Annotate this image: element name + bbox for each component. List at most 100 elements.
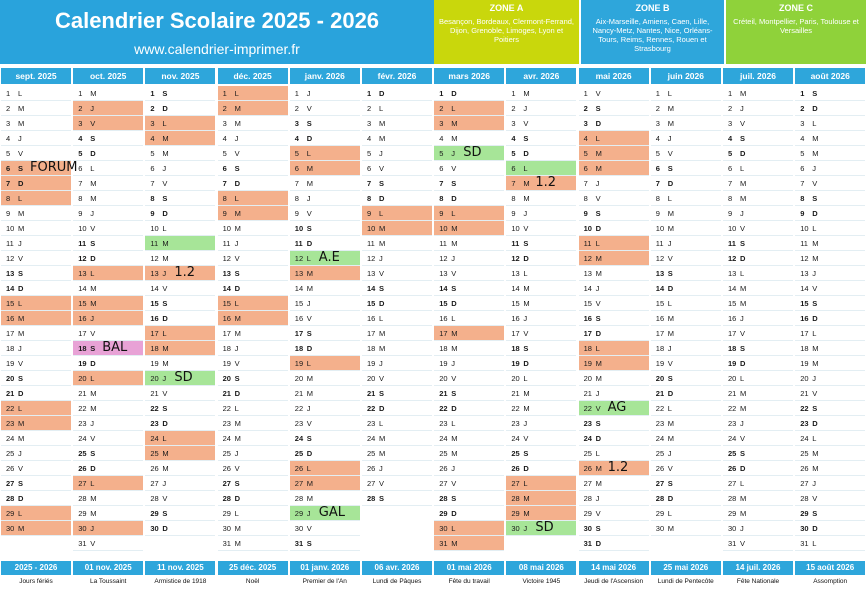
day-cell[interactable]: 27 M	[578, 476, 649, 491]
day-cell[interactable]: 26 M	[578, 461, 649, 476]
day-cell[interactable]: 11 S	[723, 236, 793, 251]
day-cell[interactable]: 17 M	[217, 326, 288, 341]
day-cell[interactable]: 21 M	[506, 386, 577, 401]
day-cell[interactable]: 19 M	[578, 356, 649, 371]
day-cell[interactable]: 14 M	[723, 281, 793, 296]
day-cell[interactable]: 26 M	[145, 461, 216, 476]
day-cell[interactable]: 15 V	[578, 296, 649, 311]
day-cell[interactable]: 19 M	[795, 356, 866, 371]
day-cell[interactable]: 11 M	[434, 236, 505, 251]
day-cell[interactable]: 23 J	[723, 416, 793, 431]
site-url[interactable]: www.calendrier-imprimer.fr	[134, 41, 300, 57]
day-cell[interactable]: 13 J	[145, 266, 216, 281]
day-cell[interactable]: 19 J	[362, 356, 432, 371]
day-cell[interactable]: 19 D	[73, 356, 144, 371]
day-cell[interactable]: 30 M	[217, 521, 288, 536]
day-cell[interactable]: 20 L	[73, 371, 144, 386]
day-cell[interactable]: 23 M	[1, 416, 71, 431]
day-cell[interactable]: 11 J	[1, 236, 71, 251]
day-cell[interactable]: 23 D	[795, 416, 866, 431]
day-cell[interactable]: 20 L	[506, 371, 577, 386]
day-cell[interactable]: 27 V	[434, 476, 505, 491]
day-cell[interactable]: 30 D	[795, 521, 866, 536]
day-cell[interactable]: 31 M	[217, 536, 288, 551]
day-cell[interactable]: 22 S	[145, 401, 216, 416]
day-cell[interactable]: 21 J	[578, 386, 649, 401]
day-cell[interactable]: 26 V	[217, 461, 288, 476]
day-cell[interactable]: 28 S	[434, 491, 505, 506]
day-cell[interactable]: 22 L	[1, 401, 71, 416]
day-cell[interactable]: 24 M	[1, 431, 71, 446]
day-cell[interactable]: 30 J	[73, 521, 144, 536]
day-cell[interactable]: 18 S	[73, 341, 144, 356]
day-cell[interactable]: 11 J	[217, 236, 288, 251]
day-cell[interactable]: 15 D	[434, 296, 505, 311]
day-cell[interactable]: 20 M	[578, 371, 649, 386]
day-cell[interactable]: 10 V	[73, 221, 144, 236]
day-cell[interactable]: 24 L	[145, 431, 216, 446]
day-cell[interactable]: 16 L	[362, 311, 432, 326]
day-cell[interactable]: 14 S	[434, 281, 505, 296]
day-cell[interactable]: 17 D	[578, 326, 649, 341]
day-cell[interactable]: 26 J	[362, 461, 432, 476]
day-cell[interactable]: 17 M	[362, 326, 432, 341]
day-cell[interactable]: 31 D	[578, 536, 649, 551]
day-cell[interactable]: 26 D	[723, 461, 793, 476]
day-cell[interactable]: 21 V	[145, 386, 216, 401]
day-cell[interactable]: 10 M	[1, 221, 71, 236]
day-cell[interactable]: 28 D	[217, 491, 288, 506]
day-cell[interactable]: 26 V	[650, 461, 721, 476]
day-cell[interactable]: 18 J	[217, 341, 288, 356]
day-cell[interactable]: 12 D	[73, 251, 144, 266]
day-cell[interactable]: 15 M	[506, 296, 577, 311]
day-cell[interactable]: 30 S	[578, 521, 649, 536]
day-cell[interactable]: 12 J	[434, 251, 505, 266]
day-cell[interactable]: 23 D	[145, 416, 216, 431]
day-cell[interactable]: 27 V	[362, 476, 432, 491]
day-cell[interactable]: 20 V	[362, 371, 432, 386]
day-cell[interactable]: 18 M	[434, 341, 505, 356]
day-cell[interactable]: 14 V	[795, 281, 866, 296]
day-cell[interactable]: 21 S	[434, 386, 505, 401]
day-cell[interactable]: 30 L	[434, 521, 505, 536]
day-cell[interactable]: 28 V	[145, 491, 216, 506]
day-cell[interactable]: 15 S	[145, 296, 216, 311]
day-cell[interactable]: 22 D	[362, 401, 432, 416]
day-cell[interactable]: 25 L	[578, 446, 649, 461]
day-cell[interactable]: 11 D	[289, 236, 360, 251]
day-cell[interactable]: 17 L	[795, 326, 866, 341]
day-cell[interactable]: 16 D	[795, 311, 866, 326]
